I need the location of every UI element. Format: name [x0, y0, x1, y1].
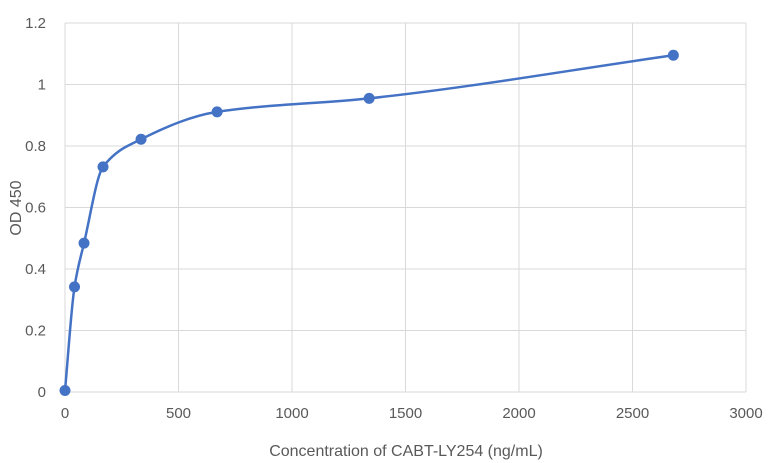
data-point — [363, 92, 375, 104]
y-axis-title: OD 450 — [8, 180, 25, 235]
y-tick-label: 1.2 — [25, 15, 46, 32]
y-tick-label: 0.8 — [25, 138, 46, 155]
x-axis-title: Concentration of CABT-LY254 (ng/mL) — [269, 443, 543, 460]
series-layer — [59, 49, 679, 396]
series-line — [63, 54, 675, 392]
data-point — [78, 237, 90, 249]
y-tick-label: 0.4 — [25, 261, 46, 278]
data-point — [59, 384, 71, 396]
x-tick-label: 1500 — [389, 405, 422, 422]
data-point — [211, 106, 223, 118]
y-tick-label: 0.6 — [25, 200, 46, 217]
data-point — [667, 49, 679, 61]
gridlines — [64, 22, 747, 393]
x-tick-label: 2500 — [616, 405, 649, 422]
data-point — [97, 161, 109, 173]
x-tick-label: 0 — [61, 405, 69, 422]
y-tick-label: 1 — [38, 77, 46, 94]
x-tick-label: 2000 — [502, 405, 535, 422]
y-tick-label: 0 — [38, 384, 46, 401]
x-tick-label: 500 — [166, 405, 191, 422]
tick-labels: 0 0.2 0.4 0.6 0.8 1 1.2 0 500 1000 1500 2000 2500 300… — [25, 15, 763, 422]
data-point — [135, 133, 147, 145]
y-tick-label: 0.2 — [25, 323, 46, 340]
x-tick-label: 1000 — [275, 405, 308, 422]
x-tick-label: 3000 — [729, 405, 762, 422]
data-point — [69, 281, 81, 293]
